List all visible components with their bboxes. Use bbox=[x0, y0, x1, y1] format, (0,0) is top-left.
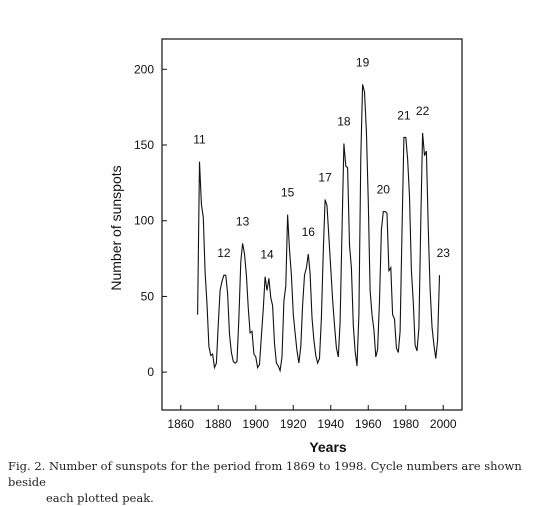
x-tick-label: 1920 bbox=[280, 417, 307, 431]
cycle-label: 15 bbox=[281, 186, 295, 200]
y-tick-label: 0 bbox=[147, 365, 154, 379]
cycle-labels: 11 12 13 14 15 16 17 18 19 20 21 22 23 bbox=[193, 55, 450, 261]
cycle-label: 11 bbox=[193, 133, 206, 147]
x-axis-label: Years bbox=[309, 439, 347, 455]
x-tick-label: 1940 bbox=[317, 417, 344, 431]
cycle-label: 23 bbox=[437, 246, 451, 260]
x-tick-label: 1860 bbox=[167, 417, 194, 431]
x-tick-label: 1900 bbox=[242, 417, 269, 431]
cycle-label: 14 bbox=[260, 248, 274, 262]
plot-frame bbox=[161, 38, 463, 411]
cycle-label: 17 bbox=[318, 171, 332, 185]
y-axis: 0 50 100 150 200 bbox=[134, 62, 167, 379]
x-tick-label: 2000 bbox=[430, 417, 457, 431]
caption-line-2: each plotted peak. bbox=[46, 491, 154, 505]
cycle-label: 22 bbox=[416, 104, 430, 118]
sunspot-series-line bbox=[197, 84, 441, 373]
cycle-label: 16 bbox=[302, 225, 316, 239]
cycle-label: 19 bbox=[356, 55, 370, 69]
cycle-label: 18 bbox=[337, 115, 351, 129]
figure-caption: Fig. 2. Number of sunspots for the perio… bbox=[8, 458, 553, 506]
y-tick-label: 200 bbox=[134, 62, 154, 76]
y-tick-label: 50 bbox=[141, 289, 155, 303]
y-tick-label: 100 bbox=[134, 214, 154, 228]
x-tick-label: 1960 bbox=[355, 417, 382, 431]
y-axis-label: Number of sunspots bbox=[108, 165, 124, 290]
cycle-label: 13 bbox=[236, 214, 250, 228]
caption-line-1: Fig. 2. Number of sunspots for the perio… bbox=[8, 459, 522, 489]
cycle-label: 21 bbox=[397, 108, 411, 122]
x-axis: 1860 1880 1900 1920 1940 1960 1980 2000 bbox=[167, 405, 457, 431]
x-tick-label: 1880 bbox=[205, 417, 232, 431]
y-tick-label: 150 bbox=[134, 138, 154, 152]
x-tick-label: 1980 bbox=[392, 417, 419, 431]
cycle-label: 20 bbox=[377, 183, 391, 197]
cycle-label: 12 bbox=[217, 246, 231, 260]
